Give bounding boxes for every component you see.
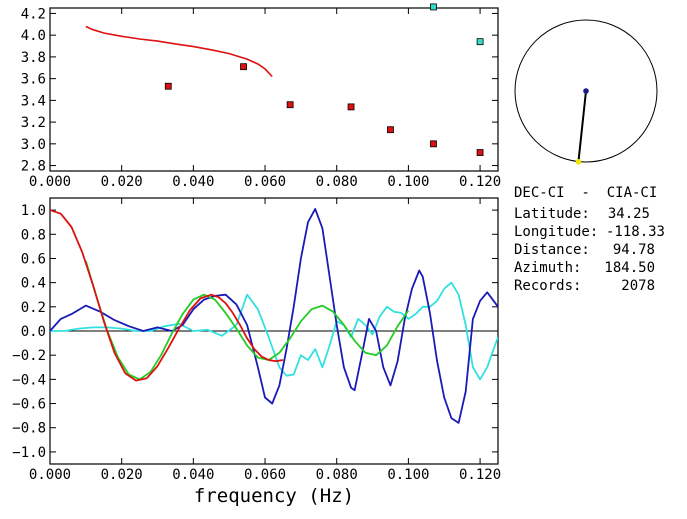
distance-value: 94.78 bbox=[613, 242, 655, 258]
correlation-ytick-label: 0.4 bbox=[21, 276, 46, 292]
dispersion-point-red bbox=[240, 63, 247, 71]
dispersion-point-red bbox=[476, 149, 484, 156]
dispersion-ytick-label: 2.8 bbox=[21, 159, 46, 175]
records-value: 2078 bbox=[621, 278, 655, 294]
dispersion-point-cyan bbox=[476, 38, 484, 46]
correlation-ytick-label: −0.4 bbox=[12, 372, 46, 388]
dispersion-xtick-label: 0.120 bbox=[459, 174, 501, 190]
dispersion-point-red bbox=[164, 82, 172, 90]
compass-tip-dot bbox=[575, 158, 582, 165]
dispersion-ytick-label: 3.4 bbox=[21, 93, 46, 109]
dispersion-ytick-label: 4.2 bbox=[21, 6, 46, 22]
compass-center-dot bbox=[583, 88, 589, 94]
correlation-xtick-label: 0.040 bbox=[172, 467, 214, 483]
correlation-ytick-label: −0.2 bbox=[12, 348, 46, 364]
records-label: Records: bbox=[514, 278, 581, 294]
longitude-value: -118.33 bbox=[606, 224, 665, 240]
azimuth-value: 184.50 bbox=[604, 260, 655, 276]
dispersion-point-red bbox=[347, 103, 355, 111]
correlation-ytick-label: −0.6 bbox=[12, 397, 46, 413]
dispersion-plot-frame bbox=[49, 7, 499, 172]
correlation-ytick-label: 0.2 bbox=[21, 300, 46, 316]
station-pair-label: DEC-CI - CIA-CI bbox=[514, 185, 657, 201]
correlation-ytick-label: −1.0 bbox=[12, 445, 46, 461]
dispersion-xtick-label: 0.040 bbox=[172, 174, 214, 190]
correlation-ytick-label: 0.8 bbox=[21, 227, 46, 243]
dispersion-point-red bbox=[286, 101, 294, 109]
compass-circle bbox=[514, 19, 658, 163]
dispersion-xtick-label: 0.100 bbox=[387, 174, 429, 190]
dispersion-ytick-label: 4.0 bbox=[21, 28, 46, 44]
latitude-label: Latitude: bbox=[514, 206, 590, 222]
correlation-xtick-label: 0.080 bbox=[316, 467, 358, 483]
correlation-ytick-label: 0.6 bbox=[21, 251, 46, 267]
dispersion-point-red bbox=[430, 140, 437, 148]
correlation-ytick-label: 0.0 bbox=[21, 324, 46, 340]
series-blue-line bbox=[50, 207, 498, 424]
x-axis-label: frequency (Hz) bbox=[194, 485, 354, 507]
latitude-value: 34.25 bbox=[608, 206, 650, 222]
correlation-ytick-label: −0.8 bbox=[12, 421, 46, 437]
correlation-xtick-label: 0.060 bbox=[244, 467, 286, 483]
dispersion-chart: 0.000 0.020 0.040 0.060 0.080 0.100 0.120 2.8 3.… bbox=[21, 3, 501, 190]
correlation-xtick-label: 0.020 bbox=[101, 467, 143, 483]
dispersion-xtick-label: 0.000 bbox=[29, 174, 71, 190]
longitude-label: Longitude: bbox=[514, 224, 598, 240]
series-red-line bbox=[50, 209, 284, 382]
series-cyan-line bbox=[50, 281, 498, 381]
correlation-xtick-label: 0.000 bbox=[29, 467, 71, 483]
dispersion-curve bbox=[85, 25, 273, 78]
station-info-panel: DEC-CI - CIA-CI Latitude: 34.25 Longitud… bbox=[514, 185, 665, 294]
correlation-xtick-label: 0.120 bbox=[459, 467, 501, 483]
dispersion-xtick-label: 0.060 bbox=[244, 174, 286, 190]
dispersion-ytick-label: 3.8 bbox=[21, 50, 46, 66]
dispersion-ytick-label: 3.6 bbox=[21, 72, 46, 88]
dispersion-xtick-label: 0.080 bbox=[316, 174, 358, 190]
azimuth-label: Azimuth: bbox=[514, 260, 581, 276]
dispersion-point-red bbox=[387, 126, 394, 134]
correlation-xtick-label: 0.100 bbox=[387, 467, 429, 483]
dispersion-point-cyan bbox=[430, 3, 437, 11]
azimuth-compass bbox=[514, 19, 658, 165]
distance-label: Distance: bbox=[514, 242, 590, 258]
dispersion-ytick-label: 3.2 bbox=[21, 115, 46, 131]
azimuth-needle bbox=[577, 90, 587, 162]
correlation-ytick-label: 1.0 bbox=[21, 203, 46, 219]
correlation-chart: 0.000 0.020 0.040 0.060 0.080 0.100 0.120 1.0 0.… bbox=[12, 197, 501, 507]
dispersion-ytick-label: 3.0 bbox=[21, 137, 46, 153]
dispersion-xtick-label: 0.020 bbox=[101, 174, 143, 190]
